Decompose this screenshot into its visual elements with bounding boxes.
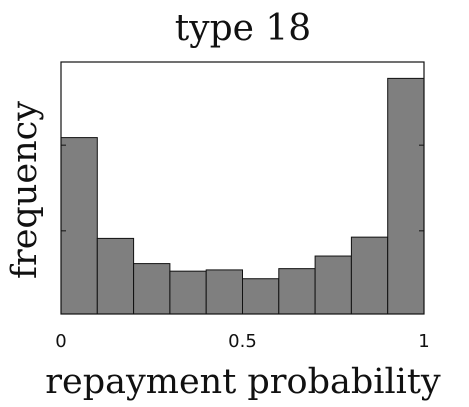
x-tick-label: 1 xyxy=(418,331,429,352)
histogram-bar xyxy=(387,77,425,315)
histogram-bar xyxy=(278,268,316,315)
histogram-bar xyxy=(133,263,171,315)
histogram-bar xyxy=(169,270,207,315)
plot-frame xyxy=(60,61,425,315)
chart-title: type 18 xyxy=(175,8,311,49)
x-tick-label: 0.5 xyxy=(228,331,257,352)
histogram-bar xyxy=(60,137,98,315)
histogram-bar xyxy=(96,237,135,315)
histogram-bar xyxy=(350,236,389,315)
histogram-bar xyxy=(314,255,352,315)
y-axis-label: frequency xyxy=(5,101,45,279)
x-axis: 0 0.5 1 xyxy=(55,309,430,352)
x-axis-label: repayment probability xyxy=(45,362,441,402)
histogram-bar xyxy=(205,269,243,315)
x-tick-label: 0 xyxy=(55,331,66,352)
y-axis xyxy=(61,144,424,232)
histogram-bar xyxy=(242,278,280,315)
plot-area xyxy=(60,77,425,315)
